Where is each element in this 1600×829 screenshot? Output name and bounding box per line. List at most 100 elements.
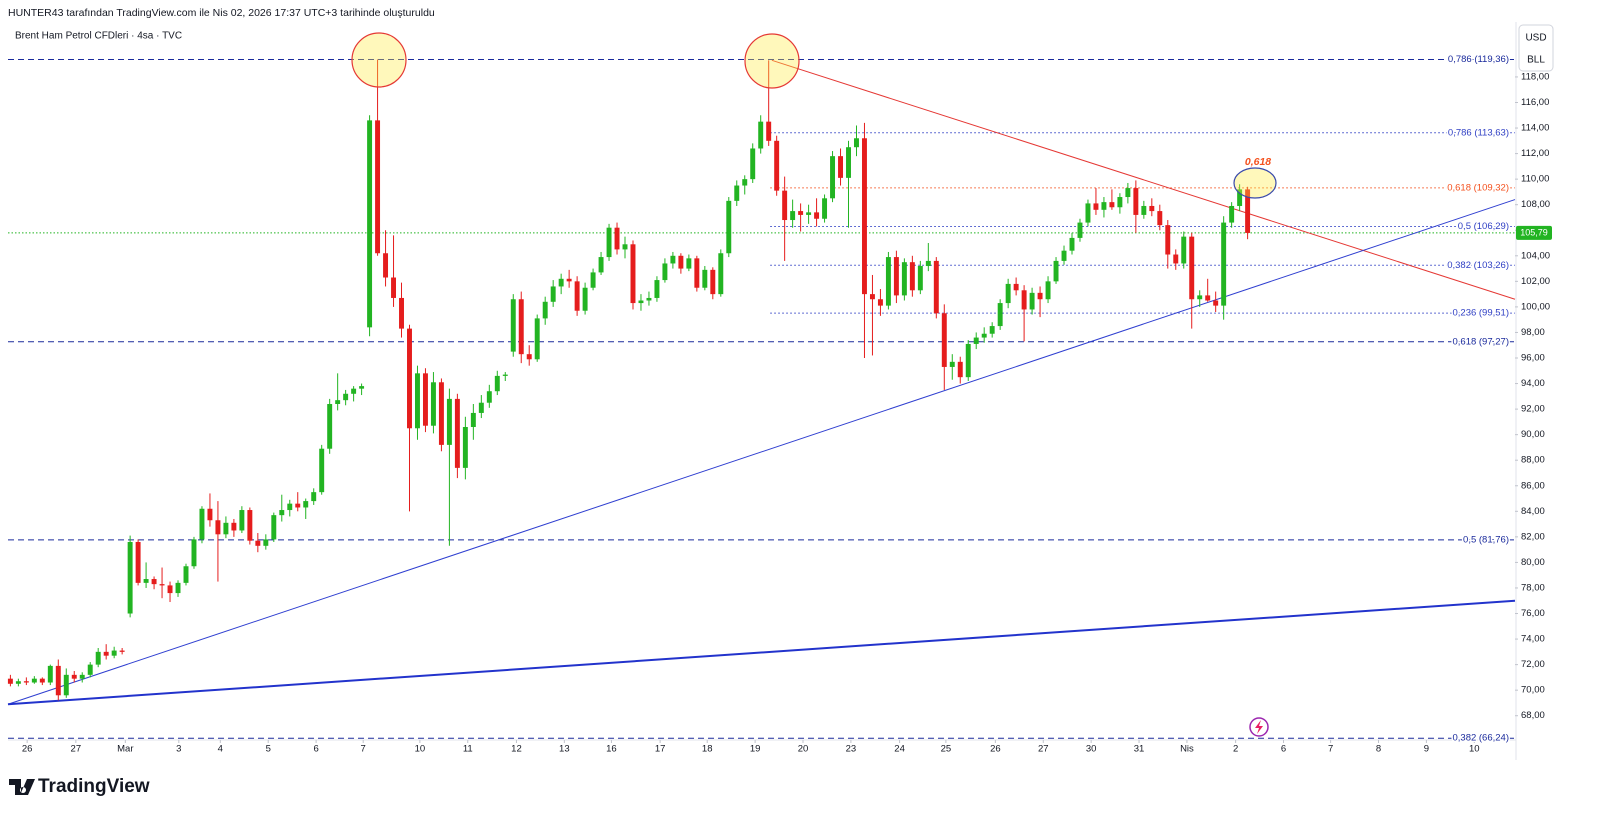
candle-body (806, 212, 812, 215)
candle-body (1141, 205, 1147, 215)
brand-logo (9, 779, 35, 795)
candle-body (23, 681, 29, 683)
x-tick-label: 5 (266, 744, 271, 755)
candle-body (694, 258, 700, 288)
candle-body (702, 269, 708, 288)
x-tick-label: 3 (176, 744, 181, 755)
candle-body (151, 579, 157, 585)
x-tick-label: 12 (511, 744, 522, 755)
candle-body (1061, 250, 1067, 261)
fib-label: 0,382 (66,24) (1452, 733, 1509, 744)
x-tick-label: 30 (1086, 744, 1097, 755)
x-tick-label: Nis (1180, 744, 1194, 755)
fib-label: 0,236 (99,51) (1452, 308, 1509, 319)
candle-body (103, 651, 109, 656)
candle-body (446, 398, 452, 445)
y-tick-label: 112,00 (1521, 148, 1549, 159)
candle-body (742, 179, 748, 186)
x-tick-label: 25 (941, 744, 952, 755)
y-tick-label: 96,00 (1521, 353, 1545, 364)
candle-body (782, 190, 788, 221)
candle-body (1205, 295, 1211, 301)
candle-body (295, 503, 301, 508)
candle-body (47, 665, 53, 683)
candle-body (95, 651, 101, 665)
candle-body (399, 297, 404, 329)
candle-body (1197, 295, 1203, 300)
fib-label: 0,786 (119,36) (1448, 54, 1509, 65)
candle-body (1117, 197, 1123, 208)
candle-body (558, 278, 564, 287)
x-tick-label: 10 (415, 744, 426, 755)
candle-body (7, 678, 13, 684)
candle-body (351, 388, 357, 394)
trendline (771, 59, 1516, 300)
candle-body (774, 140, 780, 191)
candle-body (1229, 205, 1235, 223)
candle-body (1037, 292, 1043, 300)
header: HUNTER43 tarafından TradingView.com ile … (8, 7, 435, 19)
candle-body (917, 266, 923, 291)
x-tick-label: 18 (702, 744, 713, 755)
x-tick-label: 26 (990, 744, 1001, 755)
brand: TradingView (38, 776, 150, 797)
candle-body (582, 287, 588, 311)
candle-body (199, 508, 205, 540)
candle-body (1221, 222, 1227, 306)
candle-body (343, 393, 349, 401)
x-tick-label: 23 (846, 744, 857, 755)
x-tick-label: 20 (798, 744, 809, 755)
x-tick-label: 10 (1469, 744, 1480, 755)
candle-body (1149, 205, 1155, 212)
candle-body (518, 299, 524, 355)
x-tick-label: 7 (1328, 744, 1333, 755)
candle-body (510, 299, 516, 352)
x-tick-label: 31 (1134, 744, 1145, 755)
x-tick-label: 7 (361, 744, 366, 755)
x-tick-label: 6 (1281, 744, 1286, 755)
candle-body (949, 361, 955, 367)
candle-body (87, 664, 93, 675)
candle-body (55, 665, 61, 696)
candle-body (1045, 281, 1051, 300)
candle-body (407, 328, 412, 429)
candle-body (1165, 225, 1171, 255)
x-tick-label: 26 (22, 744, 33, 755)
y-tick-label: 102,00 (1521, 276, 1550, 287)
plot-area (7, 59, 1516, 739)
candle-body (901, 262, 907, 296)
candle-body (183, 566, 189, 583)
candle-body (1173, 254, 1179, 264)
candle-body (638, 300, 644, 304)
candle-body (79, 674, 85, 679)
candle-body (502, 374, 508, 376)
candle-body (1109, 202, 1115, 208)
candle-body (838, 156, 843, 178)
y-tick-label: 78,00 (1521, 582, 1545, 593)
candle-body (39, 678, 45, 683)
candle-body (909, 262, 915, 291)
currency[interactable]: USD (1525, 33, 1546, 44)
candle-body (311, 492, 317, 502)
x-tick-label: 4 (218, 744, 223, 755)
unit[interactable]: BLL (1527, 55, 1545, 66)
trendline (7, 199, 1516, 705)
candle-body (686, 258, 692, 269)
fib-label: 0,382 (103,26) (1447, 260, 1509, 271)
candle-body (31, 678, 37, 683)
chart-title: Brent Ham Petrol CFDleri · 4sa · TVC (15, 31, 182, 42)
y-tick-label: 76,00 (1521, 608, 1545, 619)
y-tick-label: 80,00 (1521, 557, 1545, 568)
candle-body (861, 138, 867, 295)
candle-body (359, 386, 365, 389)
fib-label: 0,5 (106,29) (1458, 221, 1509, 232)
candle-body (989, 326, 995, 334)
candle-body (822, 198, 828, 219)
unit-box[interactable] (1518, 24, 1554, 72)
candle-body (734, 185, 740, 201)
candle-body (1157, 211, 1163, 226)
candle-body (415, 373, 420, 429)
candle-body (726, 200, 732, 254)
